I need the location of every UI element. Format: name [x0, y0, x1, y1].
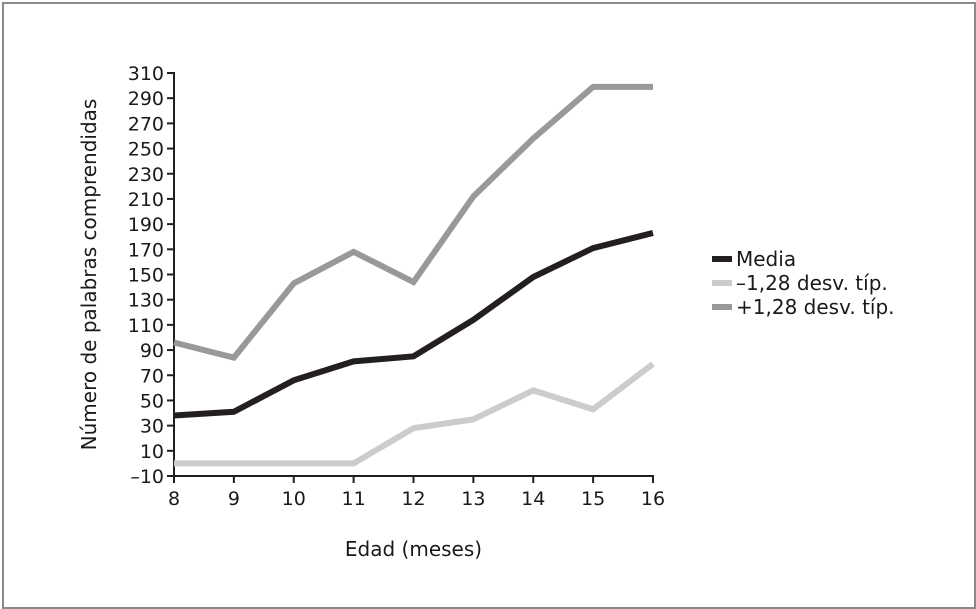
legend-label: –1,28 desv. típ.: [736, 271, 888, 295]
x-tick-label: 14: [521, 488, 545, 510]
y-tick-label: 130: [128, 290, 164, 312]
y-tick-label: 10: [140, 441, 164, 463]
x-tick-label: 8: [168, 488, 180, 510]
legend: Media–1,28 desv. típ.+1,28 desv. típ.: [712, 247, 895, 319]
x-tick-label: 13: [461, 488, 485, 510]
x-tick-label: 16: [641, 488, 665, 510]
y-axis-label: Número de palabras comprendidas: [77, 99, 101, 451]
x-axis-label: Edad (meses): [345, 537, 482, 561]
axes: [173, 72, 654, 477]
y-tick-label: 150: [128, 265, 164, 287]
y-tick-label: 90: [140, 340, 164, 362]
series-line-0: [173, 230, 654, 419]
series-line-1: [174, 361, 655, 467]
y-tick-label: 290: [128, 88, 164, 110]
series-lines: [173, 83, 655, 467]
x-tick-label: 9: [228, 488, 240, 510]
y-tick-label: 50: [140, 390, 164, 412]
x-tick-label: 12: [401, 488, 425, 510]
legend-label: +1,28 desv. típ.: [736, 295, 895, 319]
x-axis-ticks: 8 9 10 11 12 13 14 15 16: [168, 476, 665, 510]
x-tick-label: 11: [342, 488, 366, 510]
series-line-2: [173, 83, 653, 361]
y-tick-label: 70: [140, 365, 164, 387]
y-tick-label: 310: [128, 63, 164, 85]
y-tick-label: 170: [128, 239, 164, 261]
y-tick-label: 110: [128, 315, 164, 337]
y-tick-label: 270: [128, 113, 164, 135]
y-tick-label: –10: [130, 466, 164, 488]
y-tick-label: 210: [128, 189, 164, 211]
legend-label: Media: [736, 247, 796, 271]
y-tick-label: 190: [128, 214, 164, 236]
y-tick-label: 30: [140, 416, 164, 438]
y-tick-label: 230: [128, 164, 164, 186]
y-tick-label: 250: [128, 139, 164, 161]
x-tick-label: 15: [581, 488, 605, 510]
x-tick-label: 10: [282, 488, 306, 510]
y-axis-ticks: –10 10 30 50 70 90 110 130 150 170 190 210 230 250 270…: [128, 63, 174, 488]
